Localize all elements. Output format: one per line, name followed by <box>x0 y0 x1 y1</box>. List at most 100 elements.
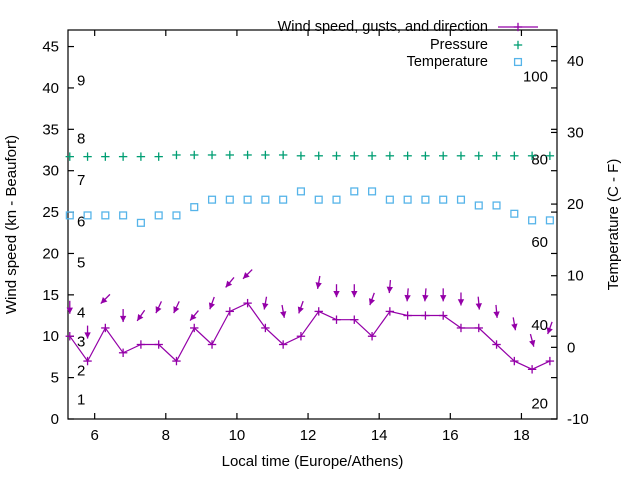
y-axis-tick-label: 5 <box>51 370 59 387</box>
fahrenheit-label: 60 <box>531 234 548 251</box>
beaufort-label: 6 <box>77 213 85 230</box>
fahrenheit-label: 100 <box>523 69 548 86</box>
temperature-marker <box>474 201 483 210</box>
temperature-marker <box>385 195 394 204</box>
wind-speed-marker <box>332 315 341 324</box>
beaufort-label: 1 <box>77 391 85 408</box>
x-axis-tick-label: 16 <box>442 427 459 444</box>
wind-speed-marker <box>296 332 306 341</box>
pressure-marker <box>243 150 252 160</box>
y2-axis-tick-label: 20 <box>567 196 584 213</box>
y2-axis-tick-label: -10 <box>567 411 589 428</box>
x-axis-title: Local time (Europe/Athens) <box>222 453 404 470</box>
gust-direction-arrow <box>404 288 411 302</box>
pressure-marker <box>527 151 537 161</box>
gust-direction-arrow <box>189 310 199 321</box>
gust-direction-arrow <box>297 300 304 314</box>
gust-direction-arrow <box>225 277 235 288</box>
temperature-marker <box>243 195 252 204</box>
beaufort-label: 2 <box>77 362 85 379</box>
wind-speed-marker <box>510 356 519 366</box>
x-axis-tick-label: 10 <box>229 427 246 444</box>
pressure-marker <box>350 151 359 161</box>
temperature-marker <box>279 195 288 204</box>
temperature-marker <box>314 195 323 204</box>
pressure-marker <box>332 151 341 161</box>
gust-direction-arrow <box>475 296 482 310</box>
gust-direction-arrow <box>262 296 269 310</box>
legend-swatch-plus <box>513 22 523 32</box>
temperature-marker <box>296 187 305 196</box>
y-axis-tick-label: 45 <box>42 39 59 56</box>
beaufort-label: 3 <box>77 333 85 350</box>
gust-direction-arrow <box>333 284 340 298</box>
wind-speed-marker <box>172 356 181 366</box>
pressure-marker <box>385 151 395 161</box>
pressure-marker <box>421 151 430 161</box>
temperature-marker <box>207 195 217 204</box>
wind-speed-marker <box>527 365 537 374</box>
y-axis-title: Wind speed (kn - Beaufort) <box>3 135 20 314</box>
pressure-marker <box>83 152 92 161</box>
pressure-marker <box>225 150 235 160</box>
wind-speed-marker <box>492 340 501 349</box>
gust-direction-arrow <box>100 293 111 305</box>
fahrenheit-label: 80 <box>531 151 548 168</box>
pressure-marker <box>438 151 448 161</box>
wind-speed-marker <box>403 311 412 320</box>
y2-axis-title: Temperature (C - F) <box>605 159 622 291</box>
wind-speed-marker <box>350 315 359 324</box>
temperature-marker <box>261 195 270 204</box>
temperature-marker <box>403 195 412 204</box>
wind-speed-marker <box>314 307 323 316</box>
y2-axis-tick-label: 30 <box>567 124 584 141</box>
beaufort-label: 4 <box>77 304 85 321</box>
wind-speed-line <box>69 302 551 370</box>
temperature-marker <box>528 216 537 225</box>
gust-direction-arrow <box>119 309 127 323</box>
temperature-marker <box>332 195 341 204</box>
wind-speed-marker <box>65 332 74 341</box>
legend-label-0: Wind speed, gusts, and direction <box>278 19 488 35</box>
y-axis-tick-label: 15 <box>42 287 59 304</box>
y-axis-tick-label: 20 <box>42 245 59 262</box>
pressure-marker <box>136 152 146 161</box>
pressure-marker <box>474 151 483 161</box>
temperature-marker <box>545 216 554 225</box>
wind-speed-marker <box>367 332 377 341</box>
beaufort-label: 5 <box>77 255 85 272</box>
beaufort-label: 9 <box>77 73 85 90</box>
y2-axis-tick-label: 10 <box>567 268 584 285</box>
gust-direction-arrow <box>368 292 375 306</box>
gust-direction-arrow <box>546 321 553 335</box>
temperature-marker <box>65 211 74 220</box>
gust-direction-arrow <box>208 296 215 310</box>
wind-speed-marker <box>456 323 466 333</box>
gust-direction-arrow <box>84 325 91 339</box>
legend-label-2: Temperature <box>407 54 488 70</box>
fahrenheit-label: 40 <box>531 317 548 334</box>
gust-direction-arrow <box>493 304 500 318</box>
gust-direction-arrow <box>173 301 180 314</box>
y2-axis-tick-label: 40 <box>567 53 584 70</box>
wind-speed-marker <box>243 298 252 308</box>
pressure-marker <box>172 150 181 160</box>
gust-direction-arrow <box>155 301 163 314</box>
gust-direction-arrow <box>511 317 518 331</box>
wind-speed-marker <box>545 356 555 366</box>
y-axis-tick-label: 35 <box>42 121 59 138</box>
wind-speed-marker <box>101 323 110 333</box>
pressure-marker <box>367 151 377 161</box>
temperature-marker <box>350 187 359 196</box>
legend-label-1: Pressure <box>430 37 488 53</box>
legend-swatch-plus <box>513 40 523 50</box>
pressure-marker <box>510 151 519 161</box>
temperature-marker <box>225 195 234 204</box>
temperature-marker <box>154 211 163 220</box>
y-axis-tick-label: 40 <box>42 80 59 97</box>
pressure-marker <box>261 150 270 160</box>
x-axis-tick-label: 14 <box>371 427 388 444</box>
wind-speed-marker <box>118 348 128 357</box>
